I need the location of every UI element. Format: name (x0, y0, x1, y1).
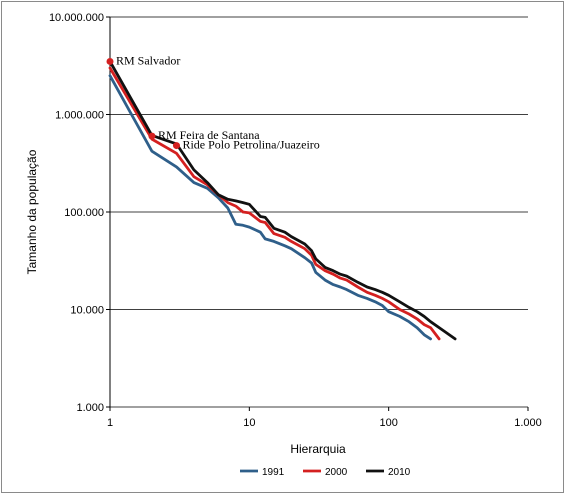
x-axis-title: Hierarquia (290, 442, 346, 456)
annotation-marker (106, 57, 114, 65)
x-tick-labels: 1 10 100 1.000 (107, 407, 542, 429)
annotation-marker (172, 142, 180, 150)
y-tick-label: 10.000 (70, 305, 104, 317)
x-tick-label: 100 (379, 417, 397, 429)
x-tick-label: 1.000 (514, 417, 542, 429)
y-tick-label: 1.000.000 (55, 110, 104, 122)
series-line-2010 (108, 60, 457, 341)
annotation-marker (148, 132, 156, 140)
x-tick-label: 1 (107, 417, 113, 429)
annotation-label: Ride Polo Petrolina/Juazeiro (182, 138, 319, 152)
series-line-1991 (108, 74, 432, 341)
y-axis-title: Tamanho da população (25, 149, 39, 274)
y-tick-label: 100.000 (64, 207, 104, 219)
annotation-label: RM Feira de Santana (158, 128, 260, 142)
y-tick-labels: 1.000 10.000 100.000 1.000.000 10.000.000 (49, 12, 104, 414)
gridlines (106, 16, 528, 408)
y-tick-label: 10.000.000 (49, 12, 104, 24)
legend-label: 1991 (262, 467, 285, 478)
series-lines (108, 60, 457, 341)
x-tick-label: 10 (243, 417, 255, 429)
y-tick-label: 1.000 (76, 402, 104, 414)
legend: 1991 2000 2010 (240, 467, 411, 478)
annotation-label: RM Salvador (116, 53, 180, 67)
legend-label: 2010 (388, 467, 411, 478)
legend-label: 2000 (325, 467, 348, 478)
series-line-2000 (108, 66, 441, 341)
